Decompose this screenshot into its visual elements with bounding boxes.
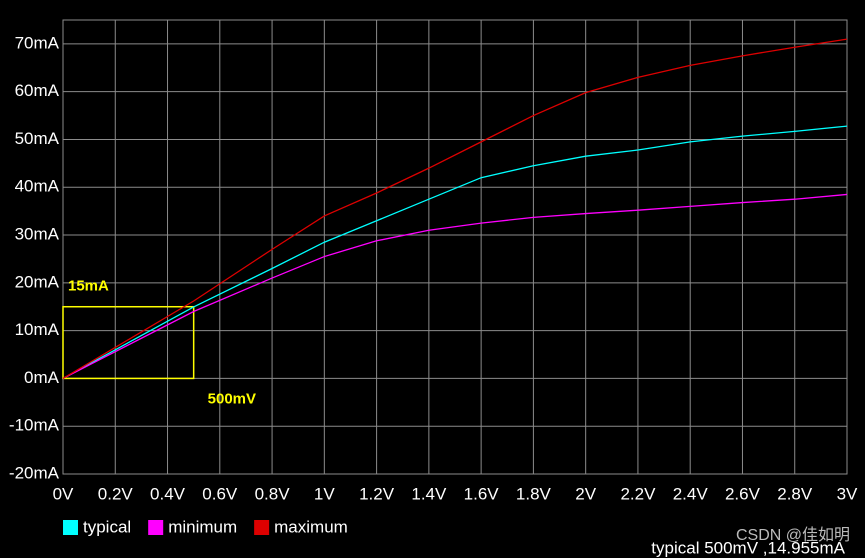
series-line bbox=[62, 38, 848, 379]
marker-box bbox=[62, 305, 195, 380]
x-tick-label: 2.2V bbox=[620, 484, 656, 503]
plot-border bbox=[62, 19, 848, 475]
legend-swatch bbox=[254, 520, 270, 535]
y-tick-label: 70mA bbox=[15, 33, 60, 52]
x-tick-label: 3V bbox=[837, 484, 858, 503]
y-tick-label: 30mA bbox=[15, 225, 60, 244]
x-tick-label: 0.6V bbox=[202, 484, 238, 503]
x-tick-label: 2.6V bbox=[725, 484, 761, 503]
y-tick-label: 40mA bbox=[15, 177, 60, 196]
x-tick-label: 1.6V bbox=[464, 484, 500, 503]
x-tick-label: 1V bbox=[314, 484, 335, 503]
marker-x-label: 500mV bbox=[208, 390, 256, 407]
y-tick-label: 60mA bbox=[15, 81, 60, 100]
x-tick-label: 2.8V bbox=[777, 484, 813, 503]
y-tick-label: 10mA bbox=[15, 320, 60, 339]
x-tick-label: 2V bbox=[575, 484, 596, 503]
series-line bbox=[62, 193, 848, 379]
x-tick-label: 0.8V bbox=[255, 484, 291, 503]
x-tick-label: 0.2V bbox=[98, 484, 134, 503]
y-tick-label: -10mA bbox=[9, 416, 60, 435]
series-line bbox=[62, 125, 848, 379]
marker-y-label: 15mA bbox=[68, 278, 109, 295]
legend-swatch bbox=[148, 520, 164, 535]
legend-label: minimum bbox=[168, 517, 237, 536]
x-tick-label: 0.4V bbox=[150, 484, 186, 503]
x-tick-label: 0V bbox=[53, 484, 74, 503]
y-tick-label: 20mA bbox=[15, 272, 60, 291]
y-tick-label: 50mA bbox=[15, 129, 60, 148]
x-tick-label: 1.4V bbox=[411, 484, 447, 503]
x-tick-label: 2.4V bbox=[673, 484, 709, 503]
legend-swatch bbox=[63, 520, 78, 535]
x-tick-label: 1.2V bbox=[359, 484, 395, 503]
legend-label: maximum bbox=[274, 517, 348, 536]
legend-label: typical bbox=[83, 517, 131, 536]
y-tick-label: -20mA bbox=[9, 463, 60, 482]
watermark: CSDN @佳如明 bbox=[736, 526, 850, 544]
cursor-readout: typical 500mV ,14.955mA bbox=[651, 538, 845, 557]
y-tick-label: 0mA bbox=[24, 368, 60, 387]
x-tick-label: 1.8V bbox=[516, 484, 552, 503]
